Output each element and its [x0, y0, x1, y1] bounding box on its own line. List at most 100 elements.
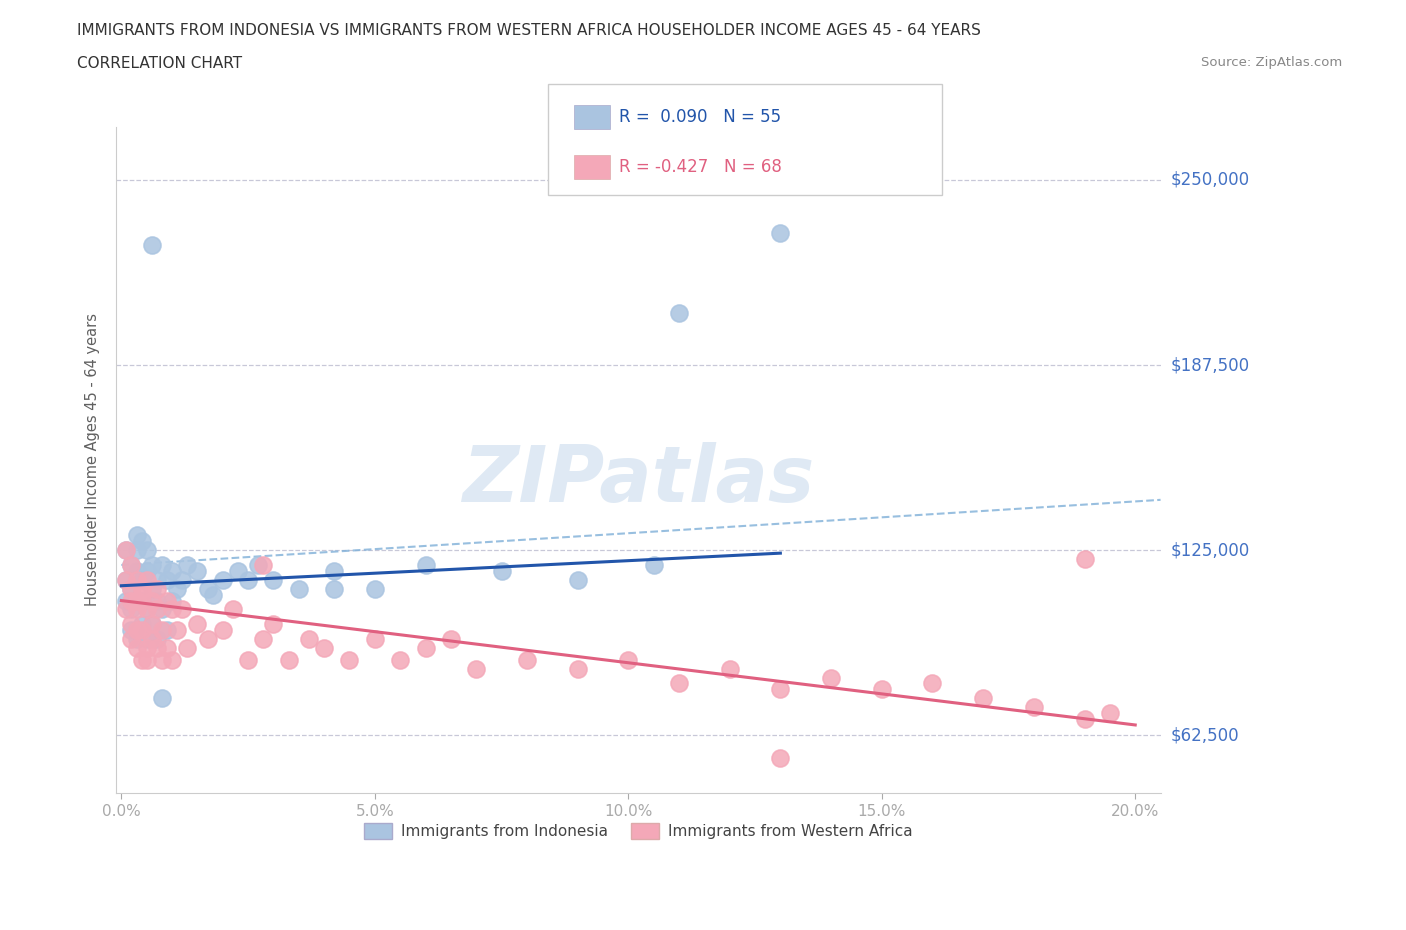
Point: [135, 652, 157, 667]
Point: [364, 631, 387, 646]
Text: CORRELATION CHART: CORRELATION CHART: [77, 56, 242, 71]
Point: [252, 558, 274, 573]
Point: [415, 558, 437, 573]
Point: [201, 587, 224, 602]
Point: [135, 631, 157, 646]
Point: [617, 652, 640, 667]
Text: $187,500: $187,500: [1171, 356, 1250, 374]
Point: [141, 617, 163, 631]
Point: [236, 572, 259, 587]
Point: [668, 306, 690, 321]
Point: [287, 581, 309, 596]
Point: [125, 593, 148, 608]
Point: [197, 581, 219, 596]
Point: [156, 572, 179, 587]
Point: [769, 751, 792, 765]
Point: [1098, 706, 1121, 721]
Point: [125, 572, 148, 587]
Point: [820, 671, 842, 685]
Point: [567, 572, 589, 587]
Text: $125,000: $125,000: [1171, 541, 1250, 559]
Point: [298, 631, 321, 646]
Point: [141, 631, 163, 646]
Point: [516, 652, 538, 667]
Point: [121, 623, 143, 638]
Point: [135, 564, 157, 578]
Point: [121, 558, 143, 573]
Point: [339, 652, 361, 667]
Point: [125, 543, 148, 558]
Point: [567, 661, 589, 676]
Point: [160, 652, 183, 667]
Point: [172, 602, 194, 617]
Point: [769, 682, 792, 697]
Point: [131, 652, 153, 667]
Point: [186, 617, 208, 631]
Point: [718, 661, 741, 676]
Point: [150, 602, 173, 617]
Point: [141, 617, 163, 631]
Point: [125, 641, 148, 656]
Point: [236, 652, 259, 667]
Point: [465, 661, 488, 676]
Point: [150, 691, 173, 706]
Point: [262, 617, 284, 631]
Point: [121, 617, 143, 631]
Point: [1073, 711, 1095, 726]
Point: [125, 564, 148, 578]
Point: [389, 652, 412, 667]
Point: [131, 581, 153, 596]
Point: [115, 593, 138, 608]
Point: [121, 602, 143, 617]
Text: IMMIGRANTS FROM INDONESIA VS IMMIGRANTS FROM WESTERN AFRICA HOUSEHOLDER INCOME A: IMMIGRANTS FROM INDONESIA VS IMMIGRANTS …: [77, 23, 981, 38]
Point: [115, 572, 138, 587]
Text: ZIPatlas: ZIPatlas: [463, 442, 814, 518]
Point: [150, 623, 173, 638]
Point: [364, 581, 387, 596]
Point: [415, 641, 437, 656]
Point: [921, 676, 943, 691]
Point: [668, 676, 690, 691]
Point: [131, 587, 153, 602]
Point: [150, 652, 173, 667]
Point: [131, 572, 153, 587]
Point: [125, 528, 148, 543]
Point: [125, 631, 148, 646]
Point: [135, 602, 157, 617]
Point: [1073, 551, 1095, 566]
Point: [115, 543, 138, 558]
Point: [146, 631, 169, 646]
Point: [141, 558, 163, 573]
Point: [314, 641, 336, 656]
Point: [141, 593, 163, 608]
Point: [166, 581, 188, 596]
Point: [131, 617, 153, 631]
Point: [135, 543, 157, 558]
Point: [176, 641, 198, 656]
Point: [131, 623, 153, 638]
Point: [643, 558, 665, 573]
Point: [141, 238, 163, 253]
Point: [121, 558, 143, 573]
Point: [491, 564, 513, 578]
Point: [146, 581, 169, 596]
Point: [146, 641, 169, 656]
Point: [166, 623, 188, 638]
Point: [440, 631, 463, 646]
Point: [131, 534, 153, 549]
Point: [1022, 699, 1045, 714]
Text: R = -0.427   N = 68: R = -0.427 N = 68: [619, 158, 782, 177]
Point: [186, 564, 208, 578]
Point: [323, 564, 346, 578]
Point: [115, 543, 138, 558]
Point: [222, 602, 245, 617]
Point: [160, 593, 183, 608]
Point: [146, 602, 169, 617]
Point: [156, 593, 179, 608]
Point: [115, 602, 138, 617]
Y-axis label: Householder Income Ages 45 - 64 years: Householder Income Ages 45 - 64 years: [86, 313, 100, 606]
Point: [277, 652, 299, 667]
Point: [150, 558, 173, 573]
Point: [172, 572, 194, 587]
Text: Source: ZipAtlas.com: Source: ZipAtlas.com: [1202, 56, 1343, 69]
